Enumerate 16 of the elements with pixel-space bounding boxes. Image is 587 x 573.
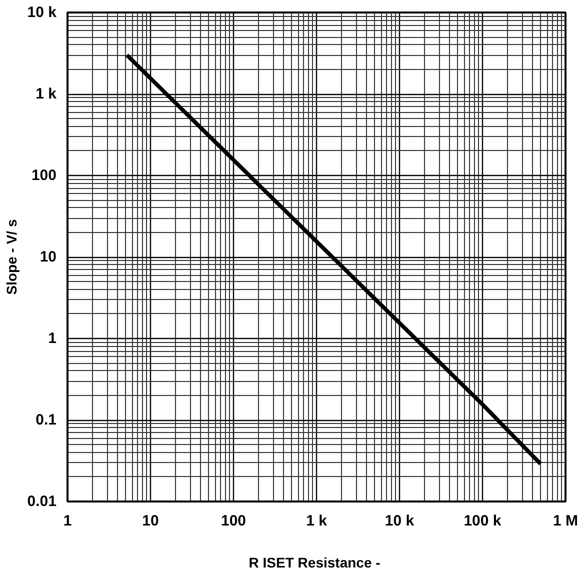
y-tick-label: 10	[40, 248, 57, 266]
y-tick-label: 100	[31, 167, 57, 184]
x-tick-label: 100	[220, 512, 246, 530]
y-tick-label: 1 k	[36, 86, 58, 102]
x-tick-label: 10	[142, 512, 159, 530]
x-tick-label: 1 k	[306, 512, 328, 530]
x-tick-label: 1	[63, 512, 72, 530]
y-tick-label: 0.1	[36, 412, 57, 428]
x-tick-label: 10 k	[384, 512, 415, 530]
y-tick-label: 0.01	[27, 493, 57, 510]
x-tick-label: 1 M	[553, 512, 578, 530]
y-axis-title: Slope - V/ s	[3, 219, 20, 295]
y-tick-label: 1	[48, 330, 56, 347]
x-axis-title: R ISET Resistance -	[248, 554, 381, 570]
y-tick-label: 10 k	[27, 4, 58, 21]
x-tick-label: 100 k	[464, 512, 502, 530]
